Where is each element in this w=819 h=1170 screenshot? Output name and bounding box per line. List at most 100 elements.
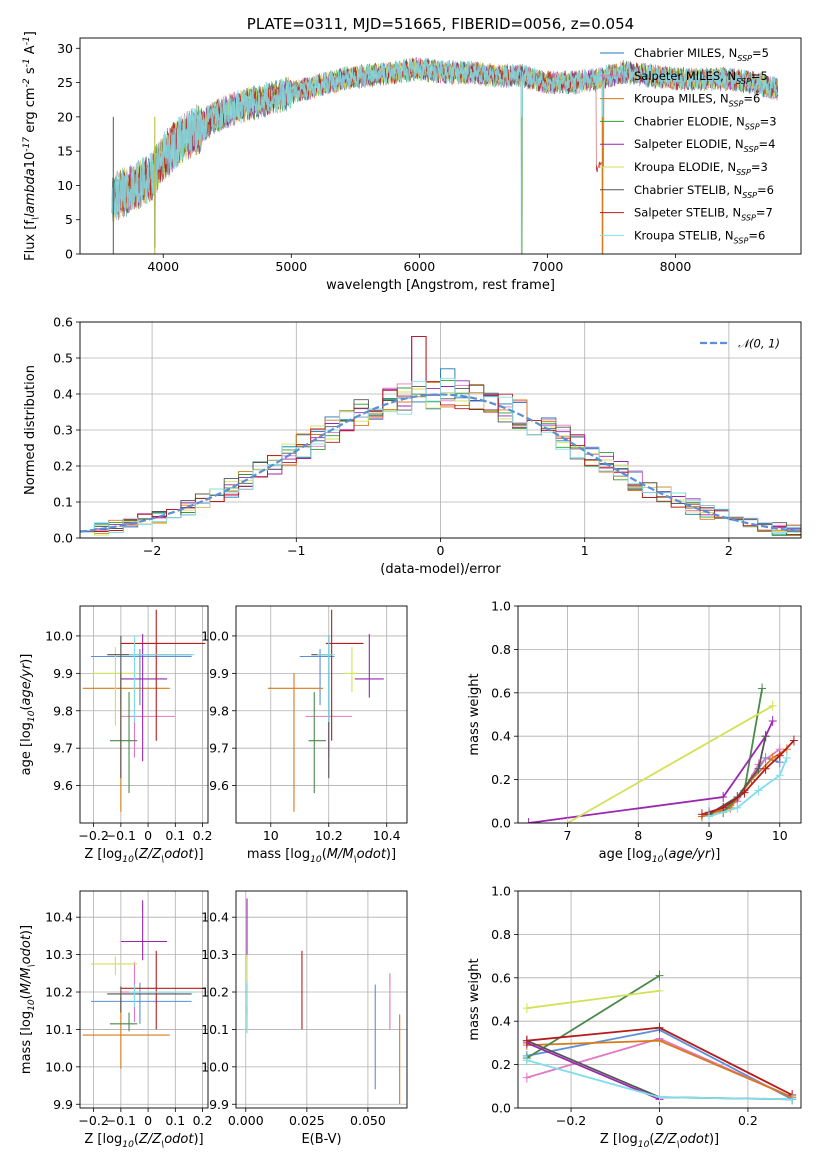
y-axis-label: age [log10(age/yr)] <box>19 654 37 776</box>
x-tick-label: 10.2 <box>315 828 343 843</box>
legend-entry: Salpeter STELIB, NSSP=7 <box>634 206 773 223</box>
axes-frame <box>79 321 802 539</box>
plot-area <box>80 335 801 538</box>
ticks: 7 8 9 10 0.0 0.2 0.4 0.6 0.8 1.0 <box>491 599 788 844</box>
x-tick-label: 0.000 <box>228 1113 264 1128</box>
y-tick-label: 0.0 <box>53 531 73 546</box>
y-tick-label: 10.3 <box>201 947 229 962</box>
y-axis-label: mass weight <box>467 958 482 1040</box>
x-tick-label: 1 <box>581 543 589 558</box>
y-tick-label: 0.5 <box>53 351 73 366</box>
x-tick-label: 0.050 <box>350 1113 386 1128</box>
ticks: −2 −1 0 1 2 0.0 0.1 0.2 0.3 0.4 0.5 0.6 <box>53 315 733 559</box>
y-tick-label: 10 <box>57 178 73 193</box>
x-tick-label: −2 <box>143 543 161 558</box>
y-tick-label: 9.9 <box>53 666 73 681</box>
y-tick-label: 0 <box>65 247 73 262</box>
x-tick-label: 10.4 <box>373 828 401 843</box>
y-tick-label: 9.6 <box>209 778 229 793</box>
panel-residuals: −2 −1 0 1 2 0.0 0.1 0.2 0.3 0.4 0.5 0.6 (data-model)… <box>23 315 802 577</box>
legend-entry: Salpeter MILES, NSSP=5 <box>634 69 768 86</box>
x-tick-label: 0 <box>144 1113 152 1128</box>
y-tick-label: 5 <box>65 212 73 227</box>
y-tick-label: 20 <box>57 109 73 124</box>
series-line <box>526 989 660 1010</box>
ticks: 0.000 0.025 0.050 9.9 10.0 10.1 10.2 10.3 10.4 <box>201 910 386 1128</box>
plot-area <box>82 609 206 812</box>
y-tick-label: 9.7 <box>53 741 73 756</box>
y-tick-label: 10.4 <box>45 910 73 925</box>
x-tick-label: 6000 <box>403 259 435 274</box>
ticks: 4000 5000 6000 7000 8000 0 5 10 15 20 25 30 <box>57 41 691 274</box>
y-tick-label: 10.0 <box>45 1059 73 1074</box>
y-tick-label: 0.8 <box>491 927 511 942</box>
x-tick-label: 0 <box>144 828 152 843</box>
y-tick-label: 0.0 <box>491 816 511 831</box>
x-axis-label: Z [log10(Z/Z\odot)] <box>84 1132 203 1150</box>
y-tick-label: 9.9 <box>53 1097 73 1112</box>
y-tick-label: 0.2 <box>53 459 73 474</box>
y-tick-label: 0.6 <box>491 970 511 985</box>
axes-frame <box>79 605 209 824</box>
y-tick-label: 15 <box>57 144 73 159</box>
legend-entry: Kroupa STELIB, NSSP=6 <box>634 228 765 245</box>
x-axis-label: mass [log10(M/M\odot)] <box>247 847 396 865</box>
legend-entry: Kroupa MILES, NSSP=6 <box>634 92 760 109</box>
x-tick-label: −0.2 <box>78 828 108 843</box>
y-tick-label: 0.3 <box>53 423 73 438</box>
ticks: −0.2 0 0.2 0.0 0.2 0.4 0.6 0.8 1.0 <box>491 884 758 1129</box>
x-tick-label: 9 <box>705 828 713 843</box>
y-tick-label: 0.4 <box>53 387 73 402</box>
y-tick-label: 10.0 <box>201 1059 229 1074</box>
x-axis-label: (data-model)/error <box>380 562 501 577</box>
x-tick-label: 0.2 <box>193 1113 213 1128</box>
y-tick-label: 10.1 <box>201 1022 229 1037</box>
series-line <box>567 705 774 823</box>
ticks: 10 10.2 10.4 9.6 9.7 9.8 9.9 10.0 <box>201 628 401 843</box>
y-axis-label: mass weight <box>467 673 482 755</box>
x-tick-label: 8000 <box>660 259 692 274</box>
legend-entry: Chabrier MILES, NSSP=5 <box>634 46 769 63</box>
y-axis-label: Normed distribution <box>23 365 38 495</box>
y-tick-label: 0.8 <box>491 642 511 657</box>
y-tick-label: 0.2 <box>491 1057 511 1072</box>
axes-frame <box>517 890 802 1109</box>
panel-EBV: 0.000 0.025 0.050 9.9 10.0 10.1 10.2 10.3 10.4 E(… <box>201 890 408 1147</box>
x-tick-label: 10 <box>772 828 788 843</box>
x-tick-label: 8 <box>634 828 642 843</box>
chart-title: PLATE=0311, MJD=51665, FIBERID=0056, z=0… <box>247 15 634 33</box>
axes-frame <box>235 890 408 1109</box>
y-tick-label: 0.0 <box>491 1101 511 1116</box>
y-tick-label: 1.0 <box>491 599 511 614</box>
panel-mass-vs-Z: −0.2−0.1 0 0.1 0.2 9.9 10.0 10.1 10.2 10.3 10.4 Z … <box>19 890 213 1150</box>
x-axis-label: E(B-V) <box>301 1132 341 1147</box>
x-tick-label: −0.2 <box>556 1113 586 1128</box>
spectrum-line <box>111 57 779 254</box>
histogram-step <box>80 377 801 538</box>
y-tick-label: 0.6 <box>53 315 73 330</box>
series-line <box>526 974 660 1059</box>
y-tick-label: 0.1 <box>53 495 73 510</box>
x-tick-label: −0.1 <box>106 828 136 843</box>
y-tick-label: 0.6 <box>491 685 511 700</box>
x-tick-label: −1 <box>287 543 305 558</box>
x-tick-label: 0 <box>437 543 445 558</box>
x-tick-label: 0.1 <box>165 1113 185 1128</box>
x-tick-label: 10 <box>263 828 279 843</box>
y-axis-label: Flux [f\lambda10-17 erg cm-2 s-1 A-1] <box>22 31 41 261</box>
x-axis-label: Z [log10(Z/Z\odot)] <box>84 847 203 865</box>
y-tick-label: 1.0 <box>491 884 511 899</box>
y-tick-label: 30 <box>57 41 73 56</box>
y-tick-label: 10.0 <box>45 628 73 643</box>
y-tick-label: 0.2 <box>491 772 511 787</box>
series-line <box>701 748 788 818</box>
y-tick-label: 10.2 <box>201 985 229 1000</box>
x-tick-label: 2 <box>725 543 733 558</box>
ticks: −0.2−0.1 0 0.1 0.2 9.6 9.7 9.8 9.9 10.0 <box>45 628 212 843</box>
y-tick-label: 25 <box>57 75 73 90</box>
y-tick-label: 9.9 <box>209 1097 229 1112</box>
y-tick-label: 0.4 <box>491 1014 511 1029</box>
panel-age-vs-mass: 10 10.2 10.4 9.6 9.7 9.8 9.9 10.0 mass [log10(M/… <box>201 605 408 865</box>
x-tick-label: 0.2 <box>193 828 213 843</box>
